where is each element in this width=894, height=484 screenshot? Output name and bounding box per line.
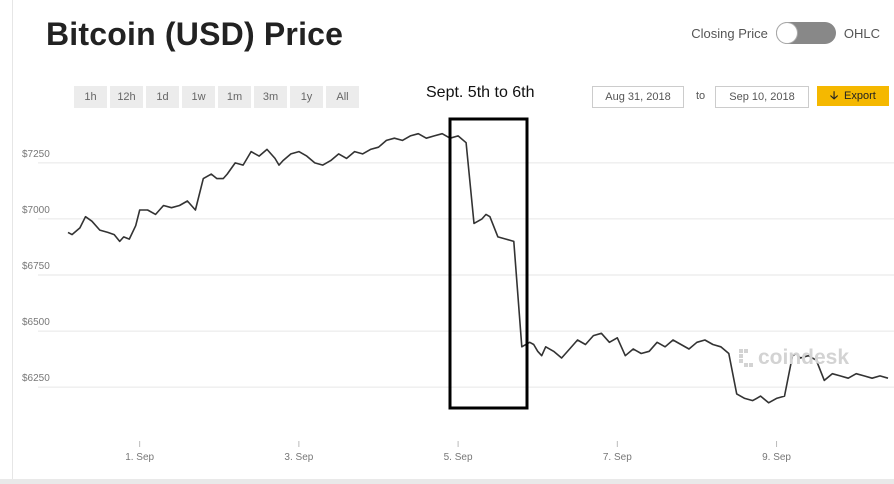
range-button-1d[interactable]: 1d xyxy=(146,86,179,108)
closing-price-label: Closing Price xyxy=(691,25,768,41)
left-border xyxy=(12,0,13,484)
x-tick-label: 9. Sep xyxy=(762,452,791,463)
date-from-input[interactable]: Aug 31, 2018 xyxy=(592,86,684,108)
export-button[interactable]: 🡣 Export xyxy=(817,86,889,106)
x-tick-label: 5. Sep xyxy=(444,452,473,463)
bottom-band xyxy=(0,479,894,484)
range-button-12h[interactable]: 12h xyxy=(110,86,143,108)
export-label: Export xyxy=(844,90,876,102)
range-button-1w[interactable]: 1w xyxy=(182,86,215,108)
range-button-3m[interactable]: 3m xyxy=(254,86,287,108)
annotation-label: Sept. 5th to 6th xyxy=(426,84,535,101)
closing-ohlc-toggle[interactable] xyxy=(775,22,836,44)
download-arrow-icon: 🡣 xyxy=(830,90,839,102)
y-tick-label: $6250 xyxy=(22,373,50,384)
x-tick-label: 3. Sep xyxy=(284,452,313,463)
y-tick-label: $6750 xyxy=(22,261,50,272)
highlight-box xyxy=(448,117,529,410)
range-button-1h[interactable]: 1h xyxy=(74,86,107,108)
watermark-text: coindesk xyxy=(758,346,850,369)
coindesk-watermark: coindesk xyxy=(738,346,849,370)
grid-layer xyxy=(38,162,894,388)
x-tick-label: 7. Sep xyxy=(603,452,632,463)
range-button-group: 1h 12h 1d 1w 1m 3m 1y All xyxy=(74,86,359,108)
range-button-all[interactable]: All xyxy=(326,86,359,108)
y-tick-label: $7000 xyxy=(22,205,50,216)
range-button-1y[interactable]: 1y xyxy=(290,86,323,108)
y-tick-label: $7250 xyxy=(22,149,50,160)
y-tick-label: $6500 xyxy=(22,317,50,328)
page-title: Bitcoin (USD) Price xyxy=(46,16,344,52)
date-to-label: to xyxy=(696,90,706,102)
ohlc-label: OHLC xyxy=(843,25,880,41)
x-tick-label: 1. Sep xyxy=(125,452,154,463)
price-line xyxy=(67,132,889,404)
x-axis-ticks: 1. Sep 3. Sep 5. Sep 7. Sep 9. Sep xyxy=(125,441,791,463)
range-button-1m[interactable]: 1m xyxy=(218,86,251,108)
coindesk-logo-icon xyxy=(739,349,753,367)
toggle-knob[interactable] xyxy=(776,23,797,43)
date-to-input[interactable]: Sep 10, 2018 xyxy=(715,86,809,108)
y-axis-ticks: $6250 $6500 $6750 $7000 $7250 xyxy=(22,149,50,384)
closing-ohlc-toggle-group: Closing Price OHLC xyxy=(691,22,880,44)
